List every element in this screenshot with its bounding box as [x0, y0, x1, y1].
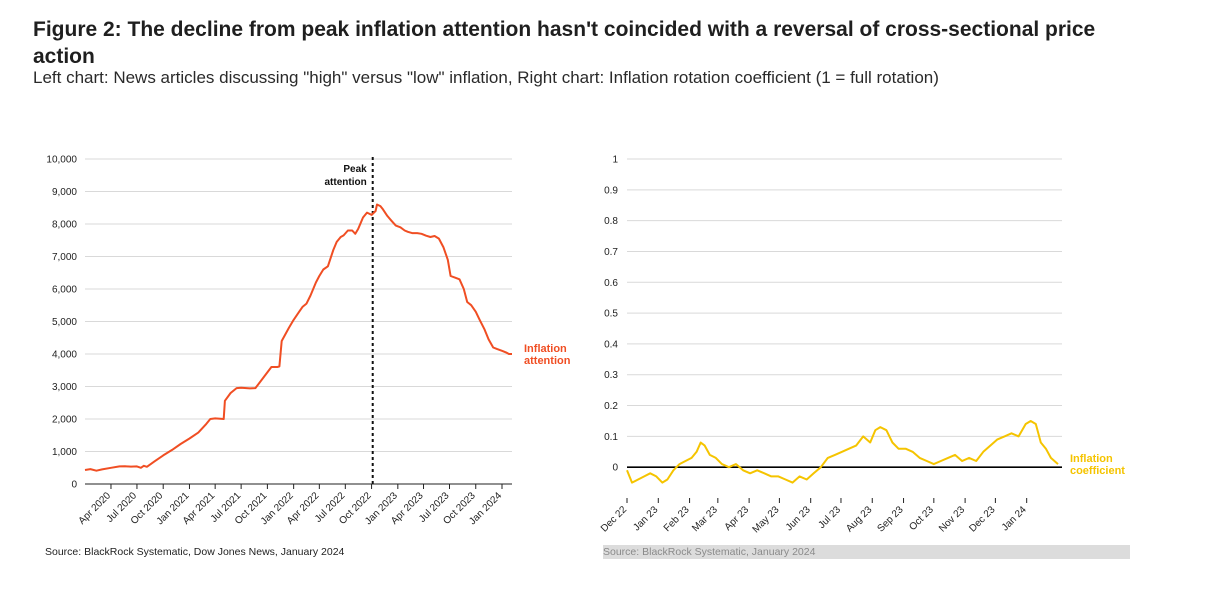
series-label: attention: [524, 355, 571, 367]
x-tick-label: Mar 23: [690, 504, 720, 534]
y-tick-label: 0.3: [604, 370, 618, 381]
y-tick-label: 0: [71, 480, 77, 491]
x-tick-label: Apr 23: [723, 504, 752, 533]
y-tick-label: 6,000: [52, 285, 77, 296]
x-tick-label: Sep 23: [875, 504, 905, 534]
x-tick-label: May 23: [751, 504, 782, 535]
y-tick-label: 3,000: [52, 382, 77, 393]
series-line: [626, 420, 1059, 484]
series-label: Inflation: [1070, 453, 1113, 465]
source-note-right: Source: BlackRock Systematic, January 20…: [603, 545, 1130, 559]
y-tick-label: 1: [612, 155, 618, 166]
figure-subtitle: Left chart: News articles discussing "hi…: [33, 68, 939, 87]
y-tick-label: 0.5: [604, 309, 618, 320]
y-tick-label: 0.8: [604, 216, 618, 227]
series-line: [84, 203, 512, 472]
y-tick-label: 0.9: [604, 185, 618, 196]
y-tick-label: 5,000: [52, 317, 77, 328]
y-tick-label: 9,000: [52, 187, 77, 198]
y-tick-label: 0.6: [604, 278, 618, 289]
y-tick-label: 2,000: [52, 415, 77, 426]
x-tick-label: Oct 23: [907, 504, 936, 533]
series-label: coefficient: [1070, 465, 1125, 477]
x-tick-label: Jul 23: [816, 504, 843, 531]
y-tick-label: 7,000: [52, 252, 77, 263]
x-tick-label: Jun 23: [784, 504, 813, 533]
peak-attention-label: Peak: [343, 164, 367, 175]
y-tick-label: 0: [612, 463, 618, 474]
series-label: Inflation: [524, 343, 567, 355]
figure-title: Figure 2: The decline from peak inflatio…: [33, 18, 1096, 68]
x-tick-label: Dec 22: [599, 504, 629, 534]
x-tick-label: Jan 24: [1000, 504, 1029, 533]
source-note-left: Source: BlackRock Systematic, Dow Jones …: [45, 546, 345, 558]
x-tick-label: Aug 23: [844, 504, 874, 534]
x-tick-label: Dec 23: [967, 504, 997, 534]
y-tick-label: 0.2: [604, 401, 618, 412]
peak-attention-label: attention: [324, 177, 366, 188]
x-tick-label: Jan 23: [631, 504, 660, 533]
y-tick-label: 0.1: [604, 432, 618, 443]
y-tick-label: 0.7: [604, 247, 618, 258]
y-tick-label: 8,000: [52, 220, 77, 231]
x-tick-label: Nov 23: [937, 504, 967, 534]
y-tick-label: 0.4: [604, 339, 618, 350]
inflation-attention-chart: 0 1,000 2,000 3,000 4,000 5,000 6,000 7,000 8,00…: [46, 155, 571, 528]
y-tick-label: 1,000: [52, 447, 77, 458]
y-tick-label: 10,000: [46, 155, 77, 166]
y-tick-label: 4,000: [52, 350, 77, 361]
x-tick-label: Feb 23: [662, 504, 692, 534]
